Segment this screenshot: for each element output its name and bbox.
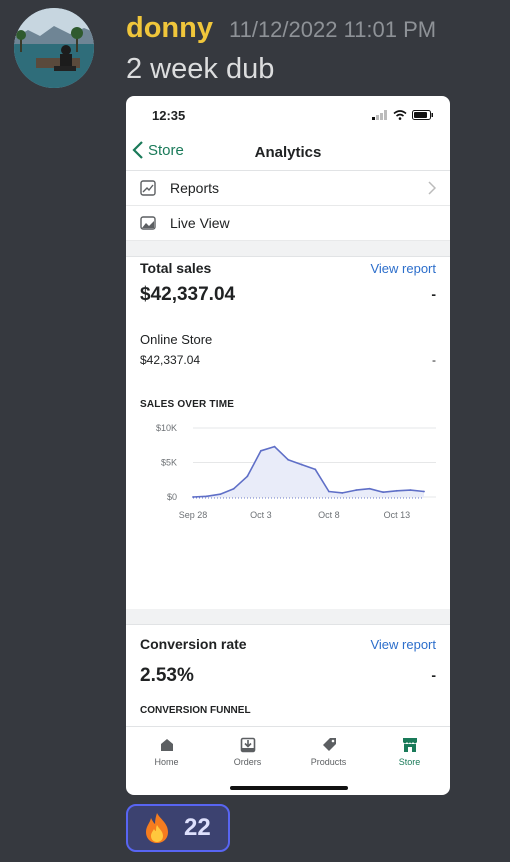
status-time: 12:35 <box>152 108 186 123</box>
data-point <box>314 468 317 471</box>
reaction-count: 22 <box>184 814 211 841</box>
battery-icon <box>412 110 433 120</box>
fire-icon <box>146 813 168 843</box>
tab-home[interactable]: Home <box>126 727 207 777</box>
conversion-card: Conversion rate View report 2.53% - CONV… <box>126 625 450 725</box>
conversion-change: - <box>431 667 436 683</box>
data-point <box>219 493 222 496</box>
message-text: 2 week dub <box>126 53 275 85</box>
menu-item-label: Reports <box>170 180 220 196</box>
section-divider <box>126 609 450 625</box>
nav-bar: Store Analytics <box>126 136 450 171</box>
section-divider <box>126 241 450 257</box>
orders-icon <box>240 737 255 753</box>
total-sales-card: Total sales View report $42,337.04 - Onl… <box>126 257 450 609</box>
message-timestamp: 11/12/2022 11:01 PM <box>229 17 437 42</box>
tab-products[interactable]: Products <box>288 727 369 777</box>
x-tick-label: Oct 13 <box>384 510 411 520</box>
data-point <box>232 487 235 490</box>
wifi-icon <box>393 110 407 120</box>
data-point <box>300 463 303 466</box>
data-point <box>368 487 371 490</box>
y-tick-label: $5K <box>161 458 177 468</box>
live-view-icon <box>140 216 156 230</box>
tab-label: Home <box>154 757 179 767</box>
channel-label: Online Store <box>140 332 213 347</box>
data-point <box>355 489 357 491</box>
series-area <box>193 446 424 497</box>
tab-orders[interactable]: Orders <box>207 727 288 777</box>
data-point <box>260 449 262 452</box>
tab-label: Orders <box>233 757 262 767</box>
data-point <box>382 491 385 494</box>
data-point <box>395 489 398 492</box>
view-report-link[interactable]: View report <box>370 261 436 276</box>
data-point <box>287 458 290 461</box>
chevron-left-icon <box>132 141 143 159</box>
home-indicator <box>230 786 348 790</box>
signal-icon <box>372 110 387 120</box>
menu-item-reports[interactable]: Reports <box>126 171 450 206</box>
data-point <box>246 475 249 478</box>
channel-change: - <box>432 353 436 367</box>
channel-value: $42,337.04 <box>140 353 201 367</box>
data-point <box>341 491 344 494</box>
x-tick-label: Oct 8 <box>318 510 340 520</box>
data-point <box>409 489 412 491</box>
conversion-value: 2.53% <box>140 665 194 686</box>
y-tick-label: $0 <box>167 492 177 502</box>
conversion-funnel-label: CONVERSION FUNNEL <box>140 705 251 716</box>
x-tick-label: Oct 3 <box>250 510 272 520</box>
y-tick-label: $10K <box>156 423 177 433</box>
sales-over-time-label: SALES OVER TIME <box>140 399 235 410</box>
tab-label: Products <box>310 757 347 767</box>
tab-label: Store <box>398 757 421 767</box>
tab-bar: Home Orders Products Store <box>126 726 450 777</box>
view-report-link[interactable]: View report <box>370 637 436 652</box>
reaction-button[interactable]: 22 <box>126 804 230 852</box>
data-point <box>273 445 276 448</box>
total-sales-value: $42,337.04 <box>140 284 236 305</box>
conversion-title: Conversion rate <box>140 636 247 652</box>
chevron-right-icon <box>428 181 436 195</box>
total-sales-change: - <box>431 286 436 302</box>
total-sales-title: Total sales <box>140 260 212 276</box>
nav-title: Analytics <box>254 144 322 161</box>
back-button[interactable]: Store <box>132 140 184 160</box>
menu-item-label: Live View <box>170 215 230 231</box>
sales-chart: $0 $5K $10K Sep 28 Oct 3 Oct 8 Oct 13 <box>156 423 436 520</box>
products-icon <box>322 738 336 751</box>
attached-screenshot[interactable]: 12:35 Store Analytics <box>126 96 450 795</box>
reports-icon <box>140 180 156 196</box>
series-line <box>192 445 425 498</box>
menu-item-live-view[interactable]: Live View <box>126 206 450 241</box>
data-point <box>423 490 425 493</box>
tab-store[interactable]: Store <box>369 727 450 777</box>
data-point <box>192 496 194 498</box>
username[interactable]: donny <box>126 12 213 44</box>
store-icon <box>402 738 417 752</box>
data-point <box>205 495 208 498</box>
data-point <box>327 490 330 493</box>
avatar[interactable] <box>14 8 94 88</box>
x-tick-label: Sep 28 <box>179 510 208 520</box>
back-label: Store <box>148 141 184 159</box>
home-icon <box>160 739 173 751</box>
phone-status-bar: 12:35 <box>126 96 450 136</box>
